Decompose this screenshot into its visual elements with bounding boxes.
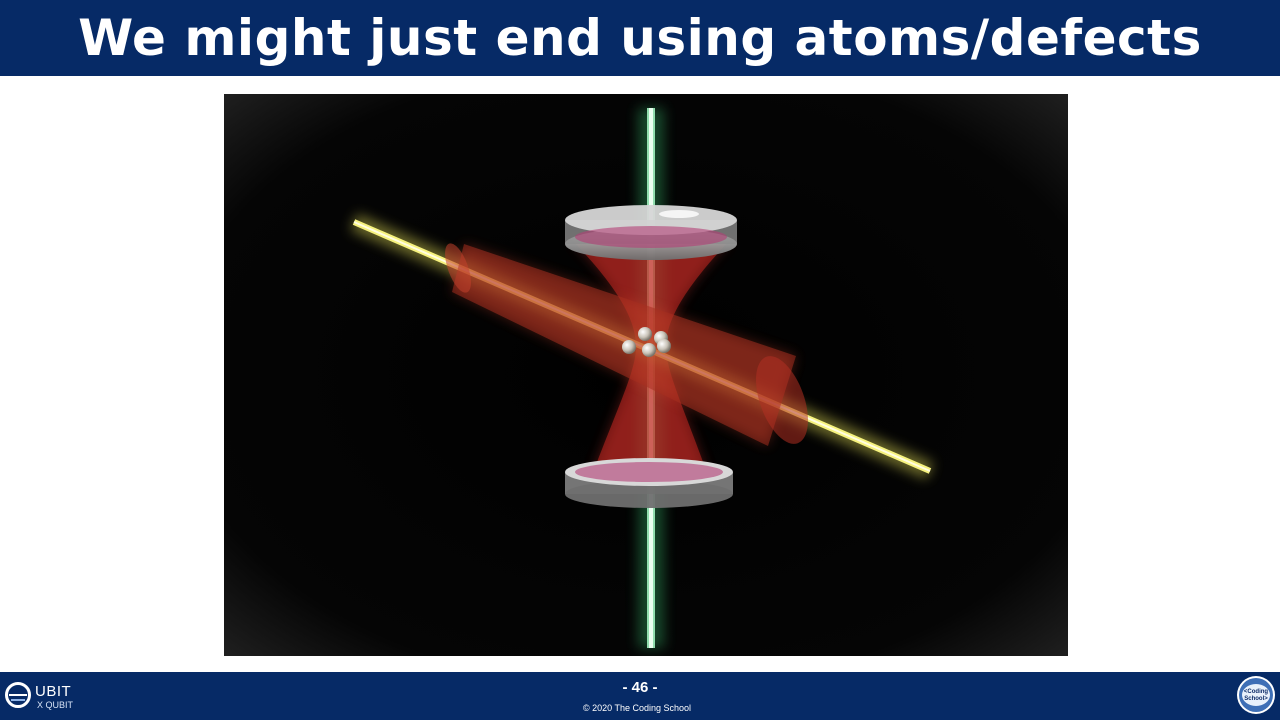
lower-cavity-mirror: [565, 458, 733, 508]
atom-cluster: [622, 327, 671, 357]
logo-text-bottom: X QUBIT: [37, 700, 74, 710]
atom: [622, 340, 636, 354]
qubit-by-qubit-logo: UBIT X QUBIT: [5, 680, 85, 714]
upper-cavity-mirror: [565, 205, 737, 260]
coding-school-logo-text: <Coding School>: [1243, 689, 1269, 702]
atom-cavity-illustration: [224, 94, 1068, 656]
copyright-text: © 2020 The Coding School: [583, 703, 692, 713]
atom: [642, 343, 656, 357]
coding-school-logo: <Coding School>: [1237, 676, 1275, 714]
illustration-canvas: [224, 94, 1068, 656]
title-bar: We might just end using atoms/defects: [0, 0, 1280, 76]
slide-title: We might just end using atoms/defects: [78, 9, 1202, 67]
logo-text-top: UBIT: [35, 683, 72, 700]
page-number: - 46 -: [622, 679, 658, 696]
atom: [657, 339, 671, 353]
footer-bar: UBIT X QUBIT - 46 - © 2020 The Coding Sc…: [0, 672, 1280, 720]
atom: [638, 327, 652, 341]
